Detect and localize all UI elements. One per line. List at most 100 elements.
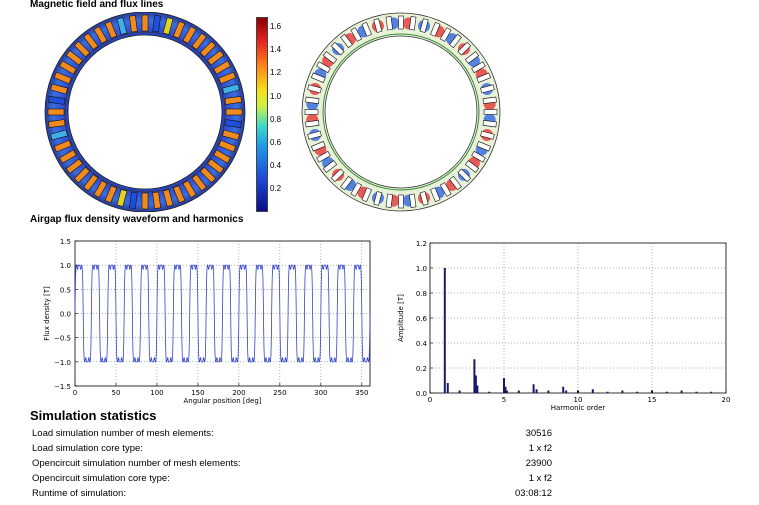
opencircuit-slot xyxy=(480,130,495,140)
y-tick-label: 1.0 xyxy=(60,262,71,270)
stator-slot xyxy=(162,17,174,35)
opencircuit-slot xyxy=(419,191,429,206)
opencircuit-slot xyxy=(385,193,393,208)
x-tick-label: 100 xyxy=(150,389,163,397)
opencircuit-slot xyxy=(307,130,322,140)
y-tick-label: −1.0 xyxy=(54,359,71,367)
y-tick-label: 0.0 xyxy=(60,311,71,319)
opencircuit-slot xyxy=(409,193,417,208)
stator-slot xyxy=(224,96,242,105)
y-tick-label: 1.5 xyxy=(60,238,71,246)
stator-slot xyxy=(50,83,68,95)
opencircuit-slot xyxy=(307,84,322,94)
colorbar-tick-label: 0.2 xyxy=(270,184,282,194)
harmonic-bar xyxy=(606,391,609,393)
stator-slot xyxy=(141,14,149,32)
stator-slot xyxy=(218,139,237,153)
colorbar-tick-label: 0.6 xyxy=(270,138,282,147)
x-tick-label: 20 xyxy=(722,396,731,404)
opencircuit-slot xyxy=(398,194,404,209)
stator-slot xyxy=(191,32,207,50)
stator-slot xyxy=(191,174,207,192)
x-tick-label: 15 xyxy=(648,396,657,404)
stator-slot xyxy=(59,149,77,164)
airgap-section-title: Airgap flux density waveform and harmoni… xyxy=(30,214,244,225)
harmonic-bar xyxy=(680,390,683,393)
stator-slot xyxy=(129,191,138,209)
stator-slot xyxy=(207,158,225,174)
harmonic-bar xyxy=(565,390,568,393)
x-axis-label: Angular position [deg] xyxy=(183,397,261,405)
stator-slot xyxy=(73,166,91,184)
opencircuit-slot xyxy=(310,72,326,83)
colorbar-tick-label: 1.0 xyxy=(270,91,282,101)
opencircuit-slot xyxy=(350,27,363,42)
stator-slot xyxy=(199,166,217,184)
stat-value: 1 x f2 xyxy=(528,443,552,454)
harmonic-bar xyxy=(503,378,505,393)
stator-slot xyxy=(172,185,186,204)
harmonic-bar xyxy=(443,268,446,393)
stat-label: Opencircuit simulation core type: xyxy=(32,473,170,484)
harmonic-bar xyxy=(621,390,624,393)
harmonic-bar xyxy=(562,386,565,393)
stator-slot xyxy=(83,32,99,50)
opencircuit-slot xyxy=(305,96,320,104)
opencircuit-slot xyxy=(373,191,383,206)
stat-value: 23900 xyxy=(525,458,552,469)
x-tick-label: 5 xyxy=(502,396,506,404)
stat-row: Load simulation core type: 1 x f2 xyxy=(32,443,552,458)
stat-row: Load simulation number of mesh elements:… xyxy=(32,428,552,443)
stator-slot xyxy=(65,50,83,66)
stator-slot xyxy=(213,149,231,164)
stator-slot xyxy=(152,191,161,209)
field-section-title: Magnetic field and flux lines xyxy=(30,0,164,10)
harmonic-bar xyxy=(476,385,479,393)
opencircuit-slot xyxy=(322,160,338,173)
opencircuit-slot xyxy=(439,27,452,42)
colorbar-tick-label: 0.8 xyxy=(270,114,282,124)
harmonic-bar xyxy=(488,391,491,393)
harmonic-bar xyxy=(474,375,477,393)
y-axis-label: Flux density [T] xyxy=(43,286,51,341)
opencircuit-slot xyxy=(304,109,319,115)
x-tick-label: 200 xyxy=(232,389,245,397)
harmonic-bar xyxy=(547,390,550,393)
stator-slot xyxy=(50,129,68,141)
y-axis-label: Amplitude [T] xyxy=(397,294,405,342)
x-tick-label: 350 xyxy=(355,389,368,397)
opencircuit-slot xyxy=(430,21,441,37)
opencircuit-slot xyxy=(483,109,498,115)
opencircuit-slot xyxy=(361,21,372,37)
y-tick-label: 1.2 xyxy=(416,240,427,248)
opencircuit-slot xyxy=(361,187,372,203)
opencircuit-slot xyxy=(471,150,486,163)
stat-label: Opencircuit simulation number of mesh el… xyxy=(32,458,241,469)
stator-slot xyxy=(141,192,149,210)
x-tick-label: 10 xyxy=(574,396,583,404)
x-tick-label: 250 xyxy=(273,389,286,397)
opencircuit-slot xyxy=(316,150,331,163)
opencircuit-slot xyxy=(373,18,383,33)
y-tick-label: −1.5 xyxy=(54,383,71,391)
harmonic-bar xyxy=(458,390,461,393)
x-tick-label: 50 xyxy=(112,389,121,397)
stator-slot xyxy=(199,40,217,58)
stator-slot xyxy=(218,71,237,85)
opencircuit-slot xyxy=(385,16,393,31)
y-tick-label: 0.8 xyxy=(416,290,427,298)
stat-value: 03:08:12 xyxy=(515,488,552,499)
opencircuit-slot xyxy=(482,120,497,128)
stator-slot xyxy=(225,108,243,116)
stator-slot xyxy=(73,40,91,58)
harmonic-bar xyxy=(504,386,507,393)
airgap-waveform-chart: 1.5 1.0 0.5 0.0 −0.5 −1.0 −1.50 50 100 150 200 250 3… xyxy=(43,238,371,405)
opencircuit-slot xyxy=(330,41,345,56)
opencircuit-slot xyxy=(340,33,353,49)
x-tick-label: 0 xyxy=(73,389,77,397)
y-tick-label: 0.4 xyxy=(416,340,428,348)
opencircuit-slot xyxy=(482,96,497,104)
stator-slot xyxy=(213,60,231,75)
opencircuit-slot xyxy=(398,15,404,30)
stator-slot xyxy=(222,129,240,141)
